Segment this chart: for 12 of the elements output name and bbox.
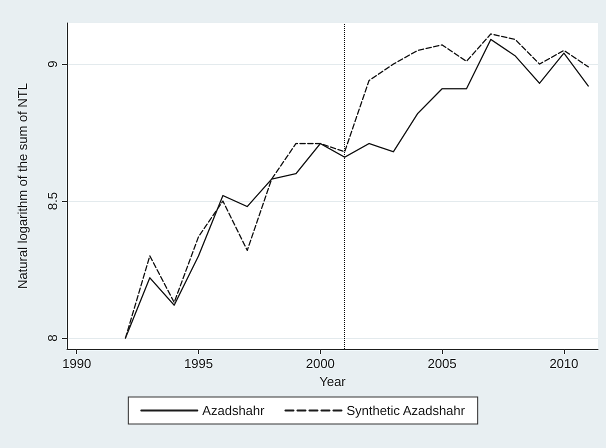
x-tick-label: 2010 — [549, 356, 578, 371]
x-tick-label: 2005 — [428, 356, 457, 371]
legend-label: Azadshahr — [202, 403, 266, 418]
x-axis-title: Year — [319, 374, 346, 389]
y-tick-label: 8 — [45, 334, 60, 342]
y-tick-label: 9 — [45, 60, 60, 68]
x-tick-label: 1995 — [184, 356, 213, 371]
y-axis-title: Natural logarithm of the sum of NTL — [15, 83, 30, 289]
x-tick-label: 1990 — [62, 356, 92, 371]
legend-label: Synthetic Azadshahr — [346, 403, 466, 418]
x-tick-label: 2000 — [306, 356, 335, 371]
y-tick-label: 8.5 — [45, 192, 60, 210]
